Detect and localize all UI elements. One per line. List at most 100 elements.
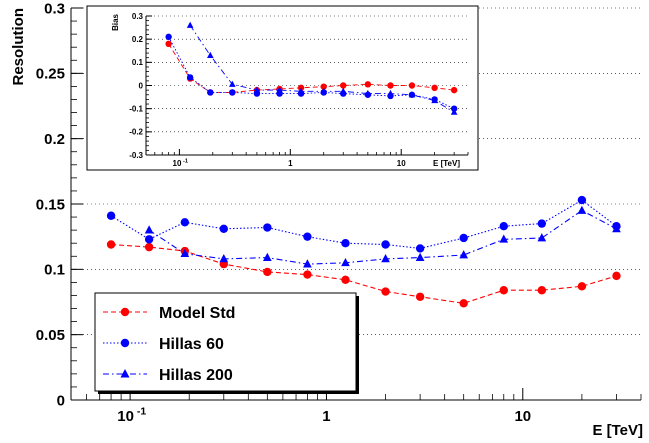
main-point-circle bbox=[612, 271, 621, 281]
inset-point-triangle bbox=[339, 87, 347, 94]
main-point-circle bbox=[415, 244, 425, 253]
main-ytick-label: 0.05 bbox=[36, 327, 65, 344]
inset-point-triangle bbox=[387, 89, 394, 97]
main-point-circle bbox=[219, 224, 228, 234]
inset-xtick-exponent: -1 bbox=[183, 158, 188, 164]
inset-axes: -0.3-0.2-0.100.10.20.310 -1 1 10 bbox=[129, 12, 469, 168]
main-ytick-label: 0.25 bbox=[36, 66, 65, 83]
inset-xtick-label: 10 bbox=[397, 159, 406, 168]
main-xtick-label: 10 bbox=[514, 408, 531, 425]
main-point-circle bbox=[106, 240, 116, 249]
main-xlabel: E [TeV] bbox=[592, 422, 643, 439]
main-ytick-label: 0.2 bbox=[44, 131, 65, 148]
main-point-circle bbox=[459, 299, 468, 308]
inset-ytick-label: 0.3 bbox=[132, 12, 144, 21]
legend-box bbox=[94, 292, 357, 392]
inset-point-circle bbox=[408, 82, 416, 89]
main-xtick-label: 10 bbox=[117, 408, 134, 425]
inset-point-circle bbox=[207, 89, 214, 96]
inset-point-triangle bbox=[276, 86, 283, 93]
main-point-triangle bbox=[303, 259, 312, 268]
inset-point-circle bbox=[450, 86, 458, 94]
main-point-triangle bbox=[180, 248, 190, 258]
inset-point-circle bbox=[340, 82, 347, 89]
inset-point-circle bbox=[229, 89, 236, 96]
main-point-circle bbox=[144, 235, 154, 244]
legend-marker-triangle bbox=[120, 369, 130, 378]
main-point-circle bbox=[303, 270, 312, 279]
inset-point-triangle bbox=[253, 86, 261, 93]
main-point-circle bbox=[499, 286, 508, 295]
main-xtick-label: 1 bbox=[322, 408, 330, 425]
main-point-circle bbox=[459, 233, 468, 243]
main-ytick-label: 0.15 bbox=[36, 196, 65, 213]
inset-ytick-label: 0.2 bbox=[132, 35, 144, 44]
main-point-circle bbox=[180, 218, 190, 227]
main-point-triangle bbox=[415, 252, 425, 261]
main-point-circle bbox=[263, 267, 272, 277]
main-xtick-exponent: -1 bbox=[137, 405, 146, 417]
inset-ytick-label: -0.2 bbox=[129, 128, 143, 137]
main-point-circle bbox=[537, 219, 547, 228]
main-point-triangle bbox=[612, 223, 621, 233]
main-ytick-label: 0.3 bbox=[44, 0, 65, 17]
inset-ytick-label: 0 bbox=[139, 81, 144, 90]
main-point-triangle bbox=[577, 205, 587, 214]
main-point-triangle bbox=[499, 234, 509, 243]
inset-series bbox=[165, 21, 458, 115]
inset-point-circle bbox=[364, 81, 372, 88]
main-point-circle bbox=[303, 232, 312, 241]
main-series-line-0 bbox=[111, 243, 617, 304]
main-point-triangle bbox=[219, 254, 229, 263]
legend-label-2: Hillas 200 bbox=[159, 367, 233, 384]
inset-point-triangle bbox=[431, 96, 438, 104]
main-series bbox=[106, 195, 621, 308]
main-point-circle bbox=[106, 211, 116, 220]
main-point-circle bbox=[577, 195, 587, 205]
inset-point-circle bbox=[431, 84, 438, 92]
legend-marker-circle bbox=[120, 338, 130, 348]
inset-ylabel: Bias bbox=[111, 13, 120, 30]
inset-xtick-label: 10 bbox=[173, 159, 182, 168]
main-series-line-1 bbox=[110, 199, 617, 249]
inset-point-triangle bbox=[408, 91, 416, 98]
legend-marker-circle bbox=[120, 307, 130, 317]
main-point-triangle bbox=[262, 252, 272, 261]
main-point-triangle bbox=[144, 225, 154, 234]
inset-point-triangle bbox=[297, 87, 305, 94]
inset-point-triangle bbox=[450, 108, 458, 115]
main-point-circle bbox=[415, 292, 425, 301]
main-point-circle bbox=[263, 223, 272, 232]
main-point-triangle bbox=[459, 250, 469, 259]
inset-point-triangle bbox=[228, 80, 236, 87]
main-point-circle bbox=[577, 282, 587, 291]
inset-point-triangle bbox=[364, 89, 372, 97]
inset-chart: -0.3-0.2-0.100.10.20.310 -1 1 10 Bias E [Te… bbox=[86, 5, 479, 171]
main-point-circle bbox=[341, 239, 350, 248]
main-point-circle bbox=[499, 222, 508, 231]
inset-point-circle bbox=[320, 83, 327, 90]
main-ytick-label: 0.1 bbox=[44, 262, 65, 279]
inset-point-circle bbox=[165, 33, 172, 41]
inset-point-triangle bbox=[320, 87, 328, 94]
inset-point-circle bbox=[186, 74, 194, 81]
inset-xlabel: E [TeV] bbox=[433, 159, 460, 168]
main-point-circle bbox=[381, 287, 390, 296]
legend-label-0: Model Std bbox=[159, 305, 235, 322]
main-point-circle bbox=[537, 286, 547, 295]
main-point-circle bbox=[341, 275, 350, 284]
inset-ytick-label: -0.1 bbox=[129, 104, 143, 113]
main-point-triangle bbox=[537, 233, 547, 242]
inset-point-triangle bbox=[206, 51, 214, 58]
inset-point-circle bbox=[165, 40, 172, 47]
main-point-triangle bbox=[381, 254, 390, 263]
main-point-circle bbox=[381, 240, 390, 249]
main-point-circle bbox=[144, 242, 154, 252]
main-point-triangle bbox=[341, 257, 350, 267]
inset-ytick-label: -0.3 bbox=[129, 151, 143, 160]
main-ytick-label: 0 bbox=[57, 392, 65, 409]
legend-label-1: Hillas 60 bbox=[159, 336, 224, 353]
inset-point-circle bbox=[387, 82, 394, 89]
main-ylabel: Resolution bbox=[10, 8, 27, 86]
